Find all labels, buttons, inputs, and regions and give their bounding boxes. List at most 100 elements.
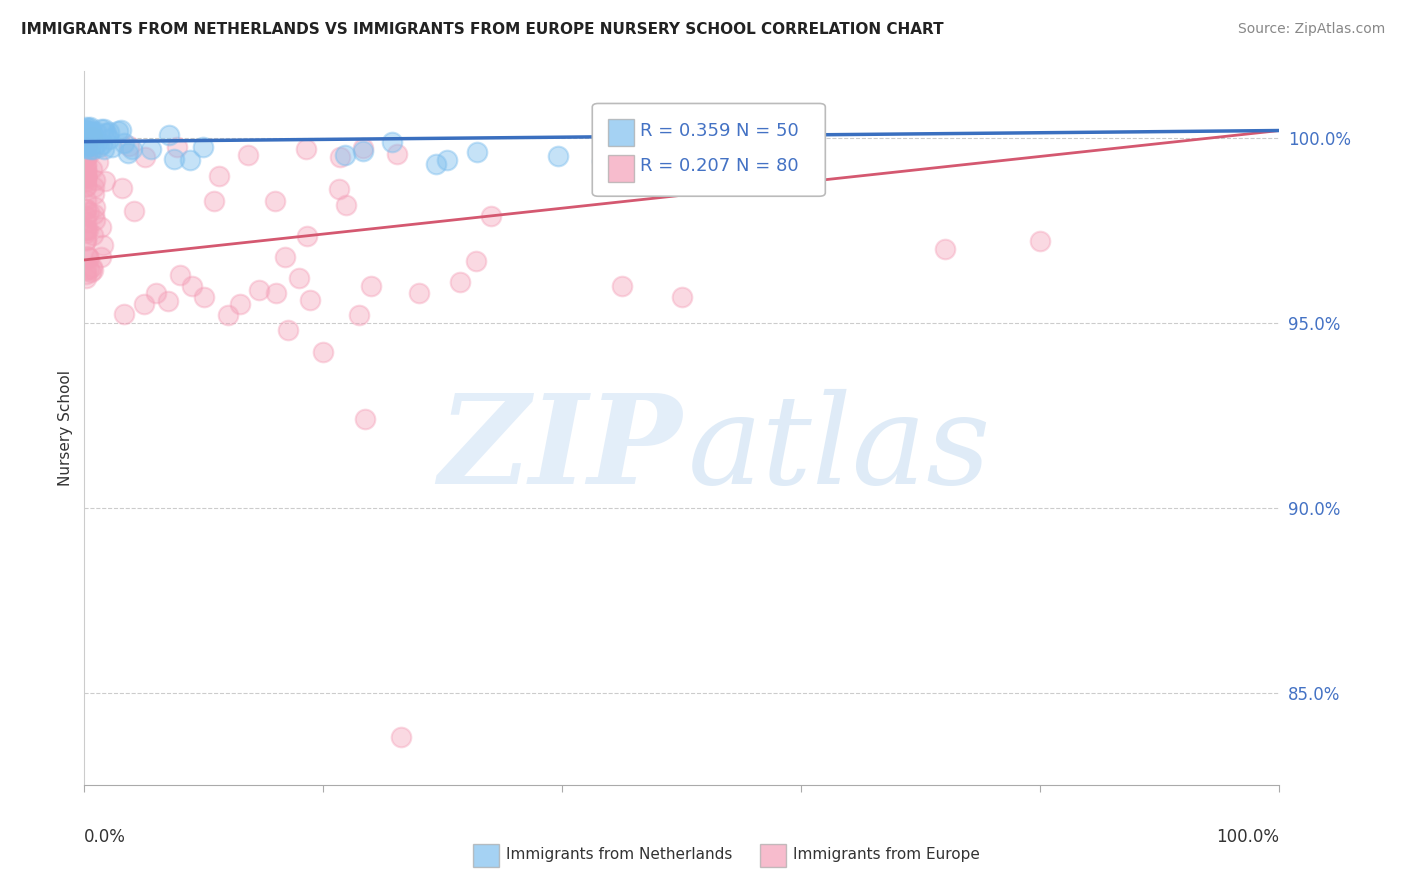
Point	[236, 147, 259, 161]
Point	[75, 131, 97, 145]
Text: atlas: atlas	[688, 389, 991, 510]
Point	[76, 122, 98, 136]
Point	[77, 262, 100, 277]
Point	[294, 143, 316, 157]
Point	[335, 198, 357, 212]
Point	[77, 251, 100, 265]
Text: IMMIGRANTS FROM NETHERLANDS VS IMMIGRANTS FROM EUROPE NURSERY SCHOOL CORRELATION: IMMIGRANTS FROM NETHERLANDS VS IMMIGRANT…	[21, 22, 943, 37]
Point	[112, 308, 135, 322]
Point	[75, 158, 97, 172]
Point	[87, 140, 110, 154]
Point	[82, 263, 104, 277]
Point	[208, 169, 231, 184]
Point	[465, 145, 488, 160]
Text: Immigrants from Europe: Immigrants from Europe	[793, 847, 980, 863]
Point	[75, 271, 97, 285]
Point	[79, 145, 101, 160]
Point	[449, 275, 471, 289]
Point	[76, 166, 98, 180]
Point	[75, 226, 97, 240]
Point	[98, 125, 121, 139]
Point	[591, 153, 613, 168]
Point	[86, 136, 108, 151]
Point	[202, 194, 225, 209]
FancyBboxPatch shape	[607, 120, 634, 146]
Point	[82, 133, 104, 147]
Point	[193, 290, 215, 304]
Point	[84, 125, 107, 139]
Point	[79, 142, 101, 156]
Point	[79, 120, 101, 134]
Point	[166, 140, 188, 154]
Point	[75, 180, 97, 194]
Point	[75, 202, 97, 216]
Point	[112, 136, 135, 151]
Text: 0.0%: 0.0%	[84, 828, 127, 846]
Point	[329, 150, 352, 164]
Point	[75, 179, 97, 194]
Point	[75, 215, 97, 229]
Point	[264, 286, 287, 301]
Point	[75, 233, 97, 247]
Point	[121, 142, 143, 156]
Point	[75, 161, 97, 176]
Point	[75, 263, 97, 277]
Point	[75, 209, 97, 223]
Point	[91, 237, 114, 252]
Y-axis label: Nursery School: Nursery School	[58, 370, 73, 486]
Point	[75, 141, 97, 155]
Point	[179, 153, 201, 167]
Point	[75, 169, 97, 184]
Point	[110, 123, 132, 137]
Point	[75, 267, 97, 281]
Point	[82, 142, 104, 156]
Point	[79, 138, 101, 153]
Point	[169, 268, 191, 282]
Point	[385, 147, 408, 161]
Point	[77, 251, 100, 265]
Point	[83, 200, 105, 214]
Point	[75, 174, 97, 188]
Point	[264, 194, 287, 209]
Point	[94, 173, 117, 187]
Point	[181, 278, 204, 293]
Point	[82, 228, 104, 243]
Point	[75, 194, 97, 208]
Point	[75, 123, 97, 137]
Point	[94, 126, 117, 140]
Point	[90, 122, 112, 136]
FancyBboxPatch shape	[759, 844, 786, 867]
Text: Immigrants from Netherlands: Immigrants from Netherlands	[506, 847, 733, 863]
Point	[328, 182, 350, 196]
Point	[75, 150, 97, 164]
Point	[229, 297, 252, 311]
Point	[465, 254, 488, 268]
Point	[132, 297, 156, 311]
Point	[75, 169, 97, 183]
Point	[436, 153, 458, 167]
Point	[274, 250, 297, 264]
Point	[84, 173, 107, 187]
Point	[76, 124, 98, 138]
Point	[157, 128, 180, 142]
Point	[288, 271, 311, 285]
Point	[217, 309, 239, 323]
Point	[349, 309, 371, 323]
Point	[90, 219, 112, 234]
Point	[87, 154, 110, 169]
Text: ZIP: ZIP	[439, 389, 682, 510]
Point	[352, 144, 374, 158]
Point	[247, 283, 270, 297]
Point	[75, 158, 97, 172]
Point	[479, 209, 502, 223]
Point	[75, 138, 97, 153]
Point	[107, 124, 129, 138]
Text: N = 50: N = 50	[735, 121, 799, 139]
Point	[83, 207, 105, 221]
Point	[191, 140, 214, 154]
Point	[75, 169, 97, 184]
FancyBboxPatch shape	[472, 844, 499, 867]
FancyBboxPatch shape	[607, 155, 634, 182]
Point	[277, 323, 299, 337]
Point	[139, 142, 162, 156]
